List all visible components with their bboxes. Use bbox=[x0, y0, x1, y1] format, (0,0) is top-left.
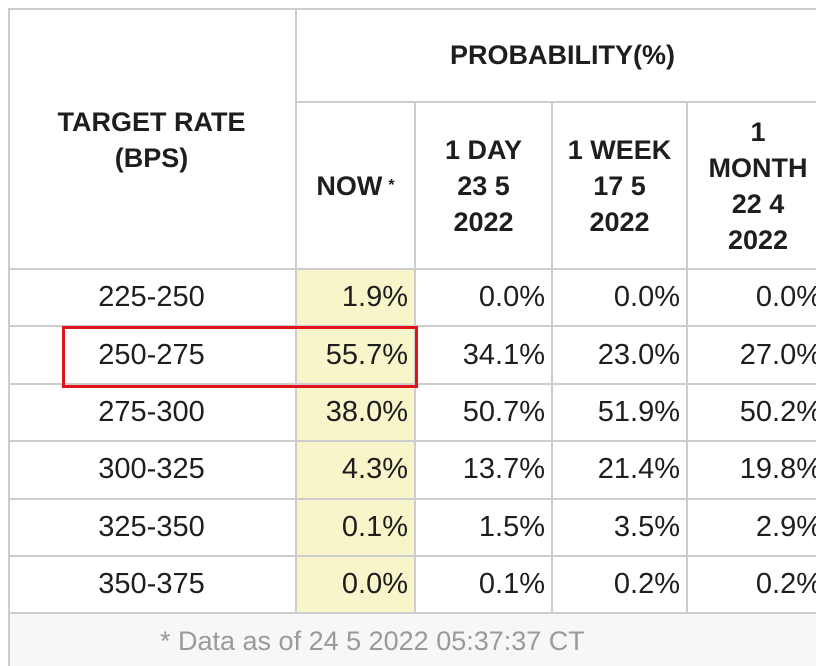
probability: 4.3% bbox=[297, 442, 416, 500]
column-header: NOW * bbox=[297, 103, 416, 270]
probability: 0.2% bbox=[688, 557, 816, 615]
probability: 0.0% bbox=[416, 270, 553, 328]
column-header: 1 DAY 23 5 2022 bbox=[416, 103, 553, 270]
rate-range: 350-375 bbox=[8, 557, 297, 615]
rate-range: 225-250 bbox=[8, 270, 297, 328]
rate-range: 275-300 bbox=[8, 384, 297, 443]
probability: 0.1% bbox=[416, 557, 553, 615]
rate-range: 300-325 bbox=[8, 442, 297, 500]
probability: 38.0% bbox=[297, 384, 416, 443]
probability: 50.7% bbox=[416, 384, 553, 443]
probability: 19.8% bbox=[688, 442, 816, 500]
probability: 0.0% bbox=[553, 270, 688, 328]
table-border bbox=[8, 8, 816, 10]
group-header: PROBABILITY(%) bbox=[297, 8, 816, 103]
probability: 13.7% bbox=[416, 442, 553, 500]
probability: 2.9% bbox=[688, 500, 816, 557]
footnote: * Data as of 24 5 2022 05:37:37 CT bbox=[8, 614, 816, 666]
column-header: 1 MONTH 22 4 2022 bbox=[688, 103, 816, 270]
rate-range: 325-350 bbox=[8, 499, 297, 557]
probability: 0.0% bbox=[297, 557, 416, 615]
probability: 27.0% bbox=[688, 327, 816, 385]
probability: 3.5% bbox=[553, 499, 688, 557]
table-border bbox=[8, 8, 10, 614]
probability: 1.5% bbox=[416, 499, 553, 557]
probability: 21.4% bbox=[553, 442, 688, 500]
column-header-text: NOW bbox=[316, 170, 383, 201]
probability: 51.9% bbox=[553, 384, 688, 443]
probability: 55.7% bbox=[297, 327, 416, 385]
rate-range: 250-275 bbox=[8, 327, 297, 385]
probability: 0.2% bbox=[553, 557, 688, 615]
probability: 23.0% bbox=[553, 327, 688, 385]
footnote-marker: * bbox=[388, 176, 395, 194]
row-header: TARGET RATE (BPS) bbox=[8, 8, 297, 270]
highlight-box bbox=[62, 326, 418, 388]
probability: 1.9% bbox=[297, 270, 416, 328]
probability: 0.1% bbox=[297, 499, 416, 557]
probability: 0.0% bbox=[688, 270, 816, 328]
probability: 50.2% bbox=[688, 385, 816, 443]
column-header: 1 WEEK 17 5 2022 bbox=[553, 103, 688, 270]
probability: 34.1% bbox=[416, 327, 553, 385]
